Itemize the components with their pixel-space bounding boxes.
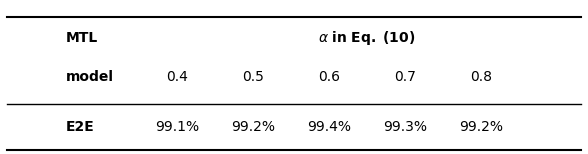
Text: 99.4%: 99.4% (307, 120, 351, 134)
Text: MTL: MTL (66, 31, 98, 45)
Text: 99.2%: 99.2% (231, 120, 275, 134)
Text: 0.5: 0.5 (242, 70, 264, 84)
Text: 0.8: 0.8 (470, 70, 492, 84)
Text: 99.3%: 99.3% (383, 120, 427, 134)
Text: 0.6: 0.6 (318, 70, 340, 84)
Text: 0.7: 0.7 (395, 70, 416, 84)
Text: $\alpha$ $\mathbf{in\ Eq.\ (10)}$: $\alpha$ $\mathbf{in\ Eq.\ (10)}$ (319, 29, 416, 47)
Text: 99.2%: 99.2% (459, 120, 503, 134)
Text: 99.1%: 99.1% (155, 120, 199, 134)
Text: 0.4: 0.4 (166, 70, 188, 84)
Text: model: model (66, 70, 113, 84)
Text: E2E: E2E (66, 120, 95, 134)
